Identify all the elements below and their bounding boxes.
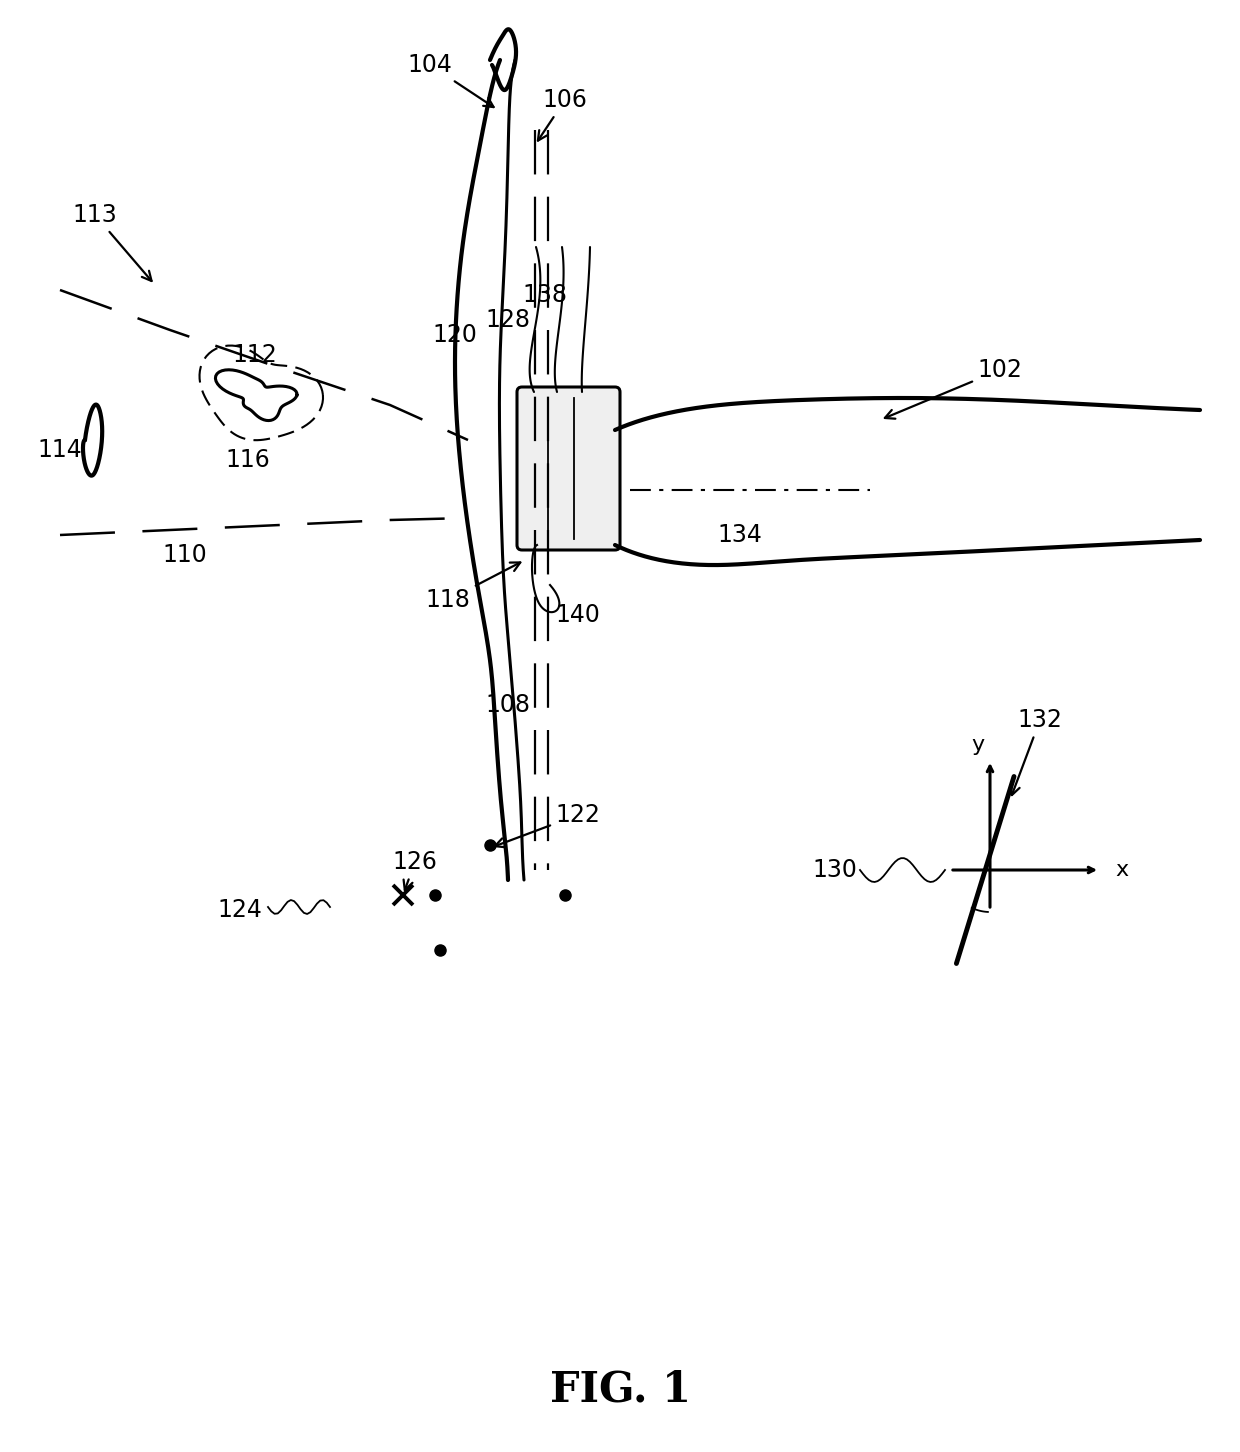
Text: 122: 122 [495, 803, 600, 848]
FancyBboxPatch shape [517, 388, 620, 550]
Text: y: y [971, 735, 985, 755]
Text: 126: 126 [393, 849, 438, 890]
Text: 138: 138 [522, 283, 568, 306]
Text: 134: 134 [718, 523, 763, 547]
Text: 110: 110 [162, 543, 207, 566]
Text: 112: 112 [233, 343, 278, 367]
Text: 102: 102 [885, 359, 1023, 418]
Text: 124: 124 [217, 897, 263, 922]
Text: 128: 128 [486, 308, 531, 333]
Text: 120: 120 [433, 322, 477, 347]
Text: FIG. 1: FIG. 1 [549, 1369, 691, 1411]
Text: 104: 104 [408, 54, 494, 107]
Text: 106: 106 [538, 89, 588, 141]
Text: 108: 108 [486, 693, 531, 717]
Text: 113: 113 [73, 203, 151, 282]
Text: 116: 116 [226, 449, 270, 472]
Text: 140: 140 [556, 603, 600, 627]
Text: 130: 130 [812, 858, 857, 881]
Text: 114: 114 [37, 439, 82, 462]
Text: 132: 132 [1011, 709, 1063, 796]
Text: 118: 118 [425, 562, 521, 611]
Text: x: x [1115, 860, 1128, 880]
